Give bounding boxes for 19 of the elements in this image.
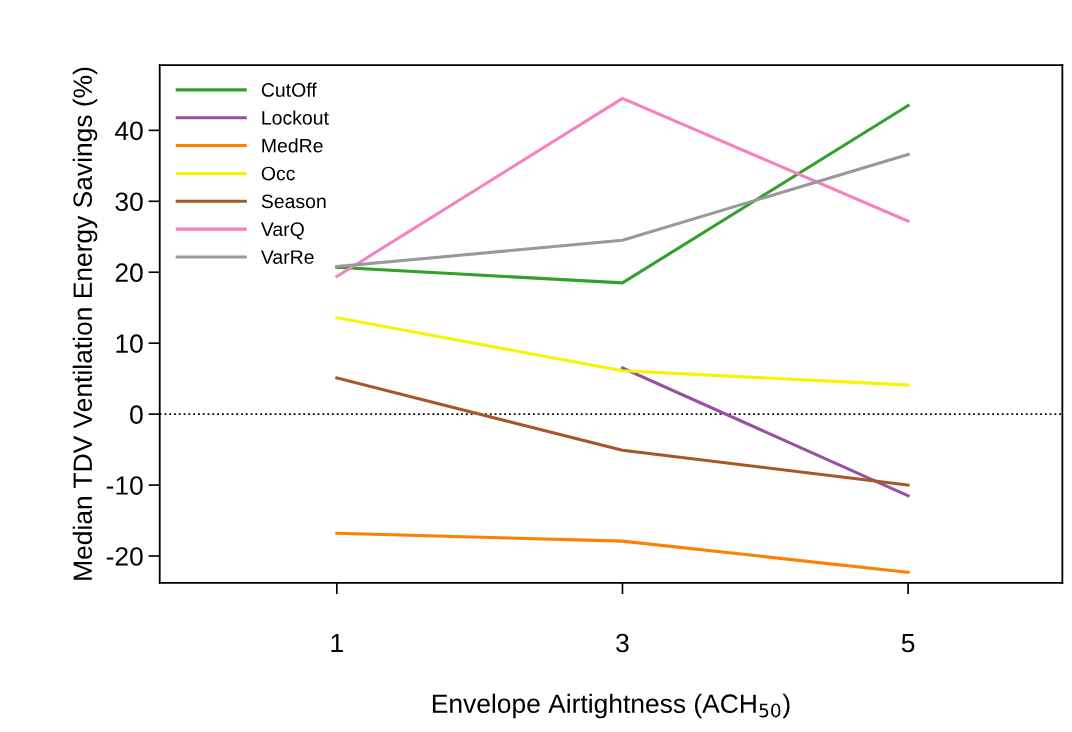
legend-label: MedRe: [262, 138, 323, 153]
legend-label: CutOff: [261, 82, 317, 97]
legend-label: Season: [261, 194, 326, 209]
x-tick-label: 3: [616, 633, 629, 653]
y-tick-label: 40: [115, 121, 143, 141]
y-axis-title: Median TDV Ventilation Energy Savings (%): [72, 67, 98, 580]
y-tick-label: -20: [106, 547, 143, 566]
y-tick-label: 0: [130, 405, 143, 424]
y-tick-label: 10: [116, 334, 143, 353]
legend-label: VarQ: [260, 222, 304, 240]
x-axis-title: Envelope Airtightness (ACH$_{50}$): [432, 693, 790, 719]
y-tick-label: -10: [106, 476, 143, 495]
legend-label: Occ: [261, 166, 295, 181]
y-tick-label: 30: [115, 192, 143, 212]
legend-label: Lockout: [262, 110, 329, 125]
x-tick-label: 1: [331, 633, 343, 653]
x-tick-label: 5: [901, 633, 915, 653]
y-tick-label: 20: [115, 263, 143, 283]
legend-label: VarRe: [260, 250, 314, 264]
